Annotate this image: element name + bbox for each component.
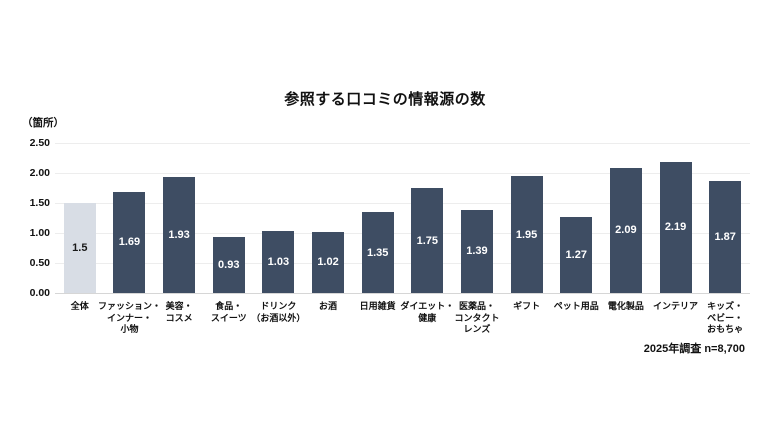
- bar: 1.27: [560, 216, 593, 293]
- chart-title: 参照する口コミの情報源の数: [284, 91, 486, 108]
- bar: 1.39: [460, 209, 493, 293]
- bar: 2.09: [609, 167, 642, 293]
- bar: 1.75: [411, 188, 444, 293]
- bar-value-label: 2.09: [615, 224, 637, 237]
- bar-value-label: 2.19: [664, 221, 687, 234]
- bar: 1.87: [709, 180, 742, 293]
- x-category-label: 医薬品・ コンタクト レンズ: [454, 301, 500, 334]
- x-category-label: ペット用品: [553, 301, 599, 311]
- x-category-label: 食品・ スイーツ: [210, 301, 247, 323]
- x-category-label: ギフト: [513, 301, 541, 311]
- x-category-label: 日用雑貨: [359, 301, 396, 311]
- x-category-label: ダイエット・ 健康: [400, 301, 455, 323]
- y-tick-label: 2.00: [29, 167, 50, 179]
- x-category-label: ファッション・ インナー・ 小物: [97, 301, 161, 334]
- bar-value-label: 1.39: [466, 245, 488, 258]
- y-tick-label: 1.00: [29, 227, 50, 239]
- bar-value-label: 1.35: [366, 246, 389, 259]
- bar-value-label: 1.5: [72, 242, 88, 254]
- bar: 1.03: [262, 231, 295, 293]
- survey-note: 2025年調査 n=8,700: [643, 343, 745, 355]
- x-category-label: 美容・ コスメ: [165, 301, 193, 323]
- bar-value-label: 1.27: [565, 248, 587, 261]
- bar: 1.95: [510, 176, 543, 293]
- gridline: [55, 203, 750, 204]
- y-tick-label: 2.50: [29, 137, 50, 149]
- bar-value-label: 1.02: [317, 256, 339, 269]
- gridline: [55, 143, 750, 144]
- y-tick-label: 1.50: [29, 197, 50, 209]
- bar: 1.02: [312, 231, 345, 293]
- bar: 1.35: [361, 212, 394, 293]
- x-axis-baseline: [55, 293, 750, 294]
- y-axis-unit-label: （箇所）: [22, 117, 64, 129]
- x-category-label: ドリンク （お酒以外）: [251, 301, 306, 323]
- x-category-label: お酒: [319, 301, 338, 311]
- x-category-label: キッズ・ ベビー・ おもちゃ: [707, 301, 744, 334]
- y-tick-label: 0.00: [29, 287, 50, 299]
- bar-value-label: 1.87: [714, 230, 736, 243]
- bar: 1.5: [63, 203, 96, 293]
- bar: 1.93: [163, 177, 196, 293]
- bar: 0.93: [212, 237, 245, 293]
- bar-value-label: 1.69: [118, 236, 141, 249]
- bar-value-label: 0.93: [218, 259, 240, 272]
- bar-value-label: 1.03: [267, 256, 290, 269]
- x-category-label: インテリア: [653, 301, 699, 311]
- bar: 2.19: [659, 161, 692, 293]
- bar: 1.69: [113, 191, 146, 293]
- x-category-label: 全体: [70, 301, 89, 311]
- gridline: [55, 233, 750, 234]
- gridline: [55, 173, 750, 174]
- bar-value-label: 1.95: [515, 228, 538, 241]
- x-category-label: 電化製品: [607, 301, 644, 311]
- gridline: [55, 263, 750, 264]
- y-tick-label: 0.50: [29, 257, 50, 269]
- bar-value-label: 1.75: [416, 234, 439, 247]
- bar-value-label: 1.93: [168, 229, 190, 242]
